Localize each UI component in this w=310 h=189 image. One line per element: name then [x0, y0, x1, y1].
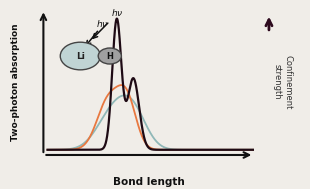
- Text: Confinement
strength: Confinement strength: [272, 55, 293, 109]
- Text: Two-photon absorption: Two-photon absorption: [11, 23, 20, 141]
- Text: Bond length: Bond length: [113, 177, 185, 187]
- Text: $h\nu$: $h\nu$: [96, 18, 108, 29]
- Circle shape: [98, 48, 122, 64]
- Text: H: H: [106, 52, 113, 60]
- Text: Li: Li: [76, 52, 85, 60]
- Circle shape: [60, 42, 100, 70]
- Text: $h\nu$: $h\nu$: [111, 7, 123, 18]
